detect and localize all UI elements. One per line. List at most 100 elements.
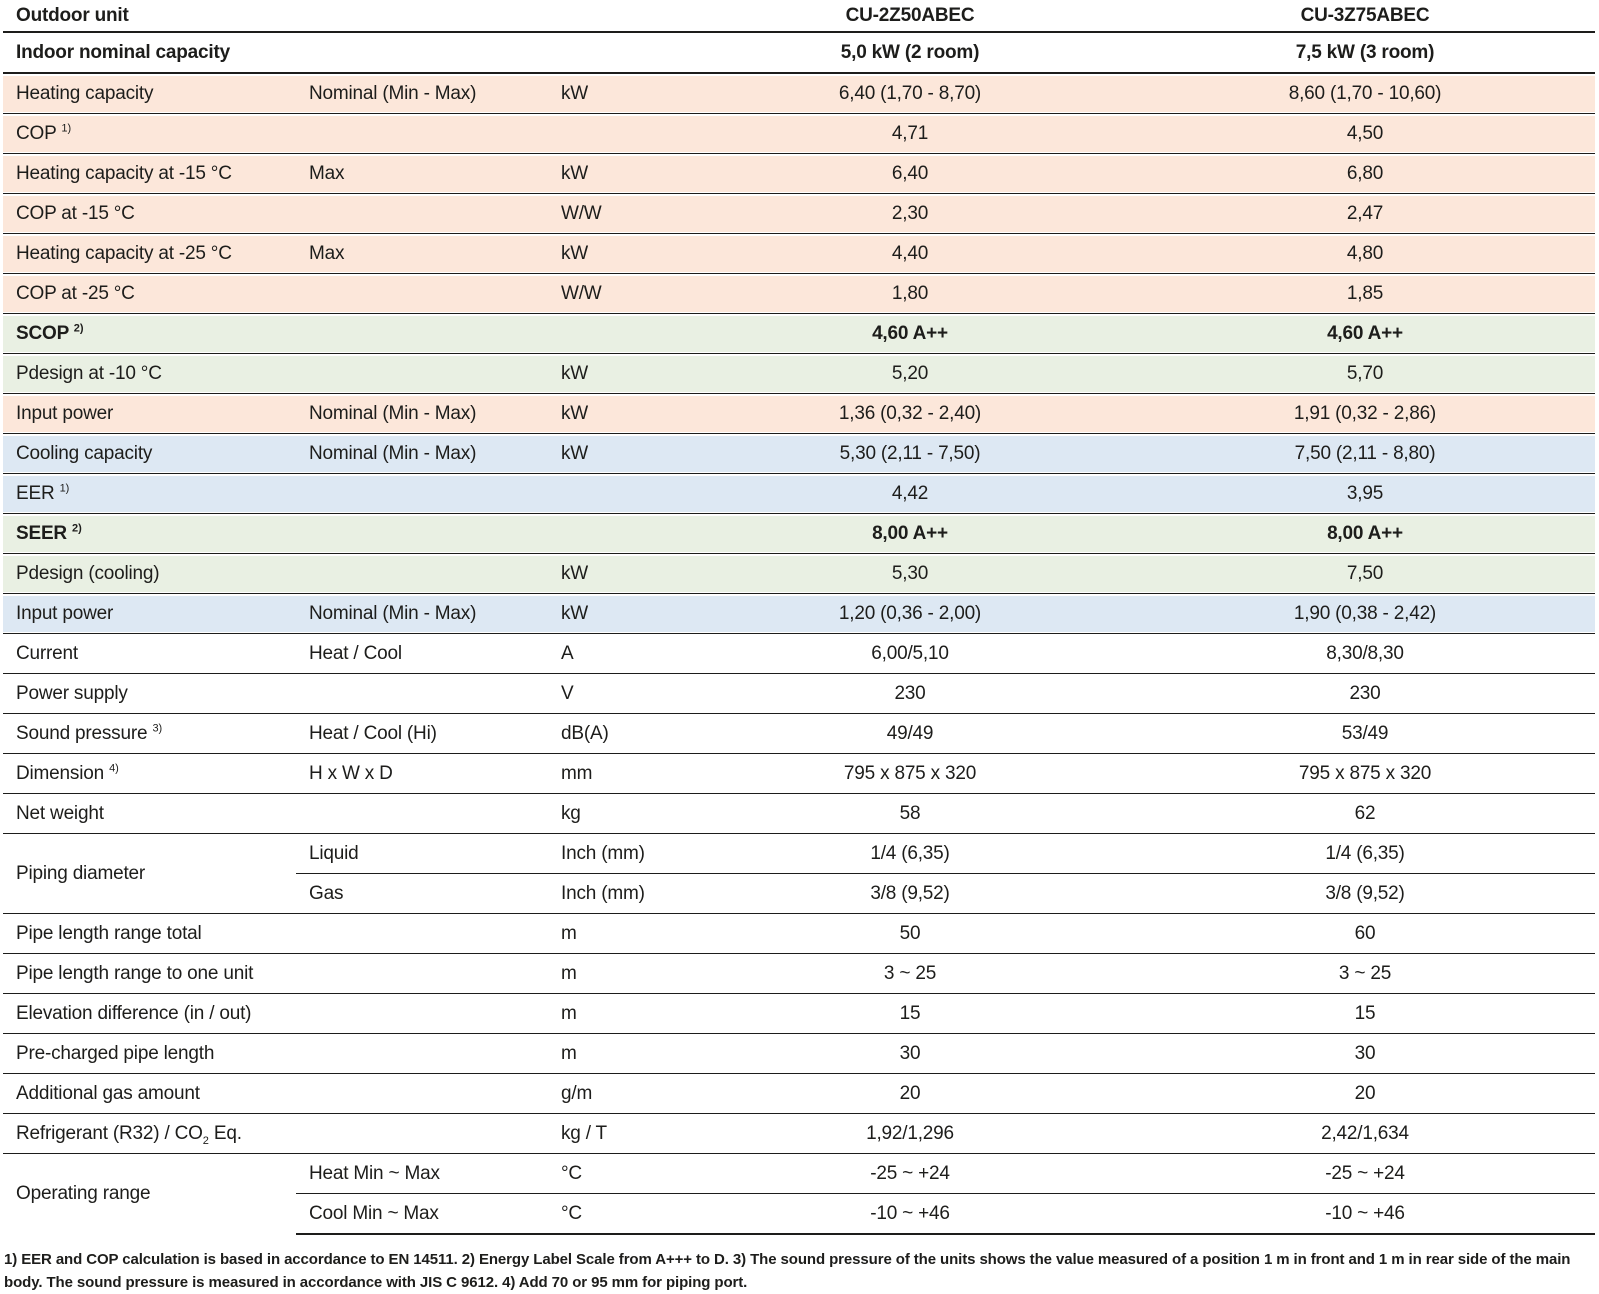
row-sublabel-cell: [296, 473, 548, 514]
row-unit-cell: kW: [548, 353, 685, 394]
row-value-cu-3z75abec: 53/49: [1135, 713, 1595, 754]
row-unit-cell: [548, 513, 685, 554]
row-value-cu-2z50abec: 49/49: [685, 713, 1135, 754]
table-row: Heating capacity Nominal (Min - Max) kW 6,4…: [3, 72, 1595, 114]
table-row: SEER 2) 8,00 A++ 8,00 A++: [3, 513, 1595, 554]
row-unit-cell: m: [548, 993, 685, 1034]
row-label-cell: Power supply: [3, 673, 296, 714]
row-unit-cell: m: [548, 953, 685, 994]
table-row: Additional gas amount g/m 20 20: [3, 1073, 1595, 1114]
row-value-cu-3z75abec: 7,50: [1135, 553, 1595, 594]
table-row: Heating capacity at -15 °C Max kW 6,40 6,80: [3, 153, 1595, 194]
spec-table: Outdoor unit CU-2Z50ABEC CU-3Z75ABEC Ind…: [3, 0, 1595, 1235]
table-row: Piping diameter Liquid Inch (mm) 1/4 (6,35)…: [3, 833, 1595, 914]
row-sublabel-cell: [296, 953, 548, 994]
row-unit-cell: kg / T: [548, 1113, 685, 1154]
row-value-cu-2z50abec: 1,36 (0,32 - 2,40): [685, 393, 1135, 434]
row-value-cu-2z50abec: -25 ~ +24: [685, 1153, 1135, 1194]
row-value-cu-3z75abec: 8,60 (1,70 - 10,60): [1135, 72, 1595, 114]
row-value-cu-3z75abec: 1,85: [1135, 273, 1595, 314]
table-row: Heating capacity at -25 °C Max kW 4,40 4,80: [3, 233, 1595, 274]
row-label-cell: Refrigerant (R32) / CO2 Eq.: [3, 1113, 296, 1154]
table-row: Refrigerant (R32) / CO2 Eq. kg / T 1,92/1,…: [3, 1113, 1595, 1154]
row-label-cell: Pre-charged pipe length: [3, 1033, 296, 1074]
row-label-cell: SEER 2): [3, 513, 296, 554]
row-unit-cell: Inch (mm): [548, 873, 685, 914]
row-value-cu-2z50abec: 230: [685, 673, 1135, 714]
header-empty-cell: [296, 0, 548, 33]
table-row: Gas Inch (mm) 3/8 (9,52) 3/8 (9,52): [3, 873, 1595, 914]
row-unit-cell: [548, 473, 685, 514]
table-row: Pipe length range to one unit m 3 ~ 25 3 ~ …: [3, 953, 1595, 994]
row-unit-cell: V: [548, 673, 685, 714]
row-sublabel-cell: Liquid: [296, 833, 548, 874]
row-sublabel-cell: Nominal (Min - Max): [296, 433, 548, 474]
row-value-cu-3z75abec: 5,70: [1135, 353, 1595, 394]
table-row: Input power Nominal (Min - Max) kW 1,36 (0,…: [3, 393, 1595, 434]
table-row: COP at -15 °C W/W 2,30 2,47: [3, 193, 1595, 234]
row-unit-cell: °C: [548, 1193, 685, 1235]
row-unit-cell: kg: [548, 793, 685, 834]
row-value-cu-2z50abec: 5,30: [685, 553, 1135, 594]
row-sublabel-cell: Max: [296, 233, 548, 274]
row-sublabel-cell: [296, 353, 548, 394]
row-unit-cell: kW: [548, 553, 685, 594]
row-label-cell: Pdesign at -10 °C: [3, 353, 296, 394]
row-label-cell: Dimension 4): [3, 753, 296, 794]
row-sublabel-cell: Gas: [296, 873, 548, 914]
row-sublabel-cell: Nominal (Min - Max): [296, 393, 548, 434]
row-sublabel-cell: [296, 1113, 548, 1154]
row-value-cu-3z75abec: 62: [1135, 793, 1595, 834]
footnote-marker: 2): [73, 322, 84, 335]
row-value-cu-3z75abec: 4,50: [1135, 113, 1595, 154]
row-sublabel-cell: [296, 1073, 548, 1114]
row-unit-cell: kW: [548, 153, 685, 194]
row-label-cell: COP at -25 °C: [3, 273, 296, 314]
table-row: Sound pressure 3) Heat / Cool (Hi) dB(A) 49…: [3, 713, 1595, 754]
row-sublabel-cell: H x W x D: [296, 753, 548, 794]
row-value-cu-3z75abec: 2,47: [1135, 193, 1595, 234]
footnote-marker: 3): [152, 722, 163, 735]
row-unit-cell: kW: [548, 433, 685, 474]
table-row: Power supply V 230 230: [3, 673, 1595, 714]
row-sublabel-cell: [296, 673, 548, 714]
row-value-cu-3z75abec: 2,42/1,634: [1135, 1113, 1595, 1154]
row-label-cell: EER 1): [3, 473, 296, 514]
table-row: SCOP 2) 4,60 A++ 4,60 A++: [3, 313, 1595, 354]
row-label-cell: Heating capacity at -15 °C: [3, 153, 296, 194]
table-row: Elevation difference (in / out) m 15 15: [3, 993, 1595, 1034]
indoor-capacity-label: Indoor nominal capacity: [3, 32, 296, 74]
row-value-cu-2z50abec: 795 x 875 x 320: [685, 753, 1135, 794]
row-sublabel-cell: Nominal (Min - Max): [296, 72, 548, 114]
outdoor-unit-label: Outdoor unit: [3, 0, 296, 33]
row-sublabel-cell: [296, 793, 548, 834]
row-value-cu-2z50abec: 4,60 A++: [685, 313, 1135, 354]
row-value-cu-3z75abec: 3 ~ 25: [1135, 953, 1595, 994]
row-value-cu-3z75abec: 30: [1135, 1033, 1595, 1074]
row-sublabel-cell: [296, 553, 548, 594]
row-value-cu-3z75abec: 8,00 A++: [1135, 513, 1595, 554]
row-unit-cell: [548, 313, 685, 354]
row-value-cu-2z50abec: 1,80: [685, 273, 1135, 314]
row-value-cu-2z50abec: 8,00 A++: [685, 513, 1135, 554]
row-value-cu-2z50abec: 6,40: [685, 153, 1135, 194]
header-empty-cell: [296, 32, 548, 74]
row-value-cu-2z50abec: 1/4 (6,35): [685, 833, 1135, 874]
row-value-cu-3z75abec: 4,60 A++: [1135, 313, 1595, 354]
row-value-cu-2z50abec: 6,40 (1,70 - 8,70): [685, 72, 1135, 114]
row-sublabel-cell: [296, 113, 548, 154]
row-sublabel-cell: Max: [296, 153, 548, 194]
footnote-marker: 4): [109, 762, 119, 775]
table-row: Operating range Heat Min ~ Max °C -25 ~ +24…: [3, 1153, 1595, 1234]
row-value-cu-2z50abec: 4,42: [685, 473, 1135, 514]
row-sublabel-cell: [296, 513, 548, 554]
row-value-cu-3z75abec: 60: [1135, 913, 1595, 954]
row-unit-cell: [548, 113, 685, 154]
row-sublabel-cell: Heat Min ~ Max: [296, 1153, 548, 1194]
row-label-cell: Heating capacity: [3, 72, 296, 114]
row-sublabel-cell: Heat / Cool: [296, 633, 548, 674]
row-unit-cell: m: [548, 913, 685, 954]
table-row: Cool Min ~ Max °C -10 ~ +46 -10 ~ +46: [3, 1193, 1595, 1235]
row-value-cu-3z75abec: 7,50 (2,11 - 8,80): [1135, 433, 1595, 474]
indoor-capacity-header-row: Indoor nominal capacity 5,0 kW (2 room) …: [3, 32, 1595, 74]
